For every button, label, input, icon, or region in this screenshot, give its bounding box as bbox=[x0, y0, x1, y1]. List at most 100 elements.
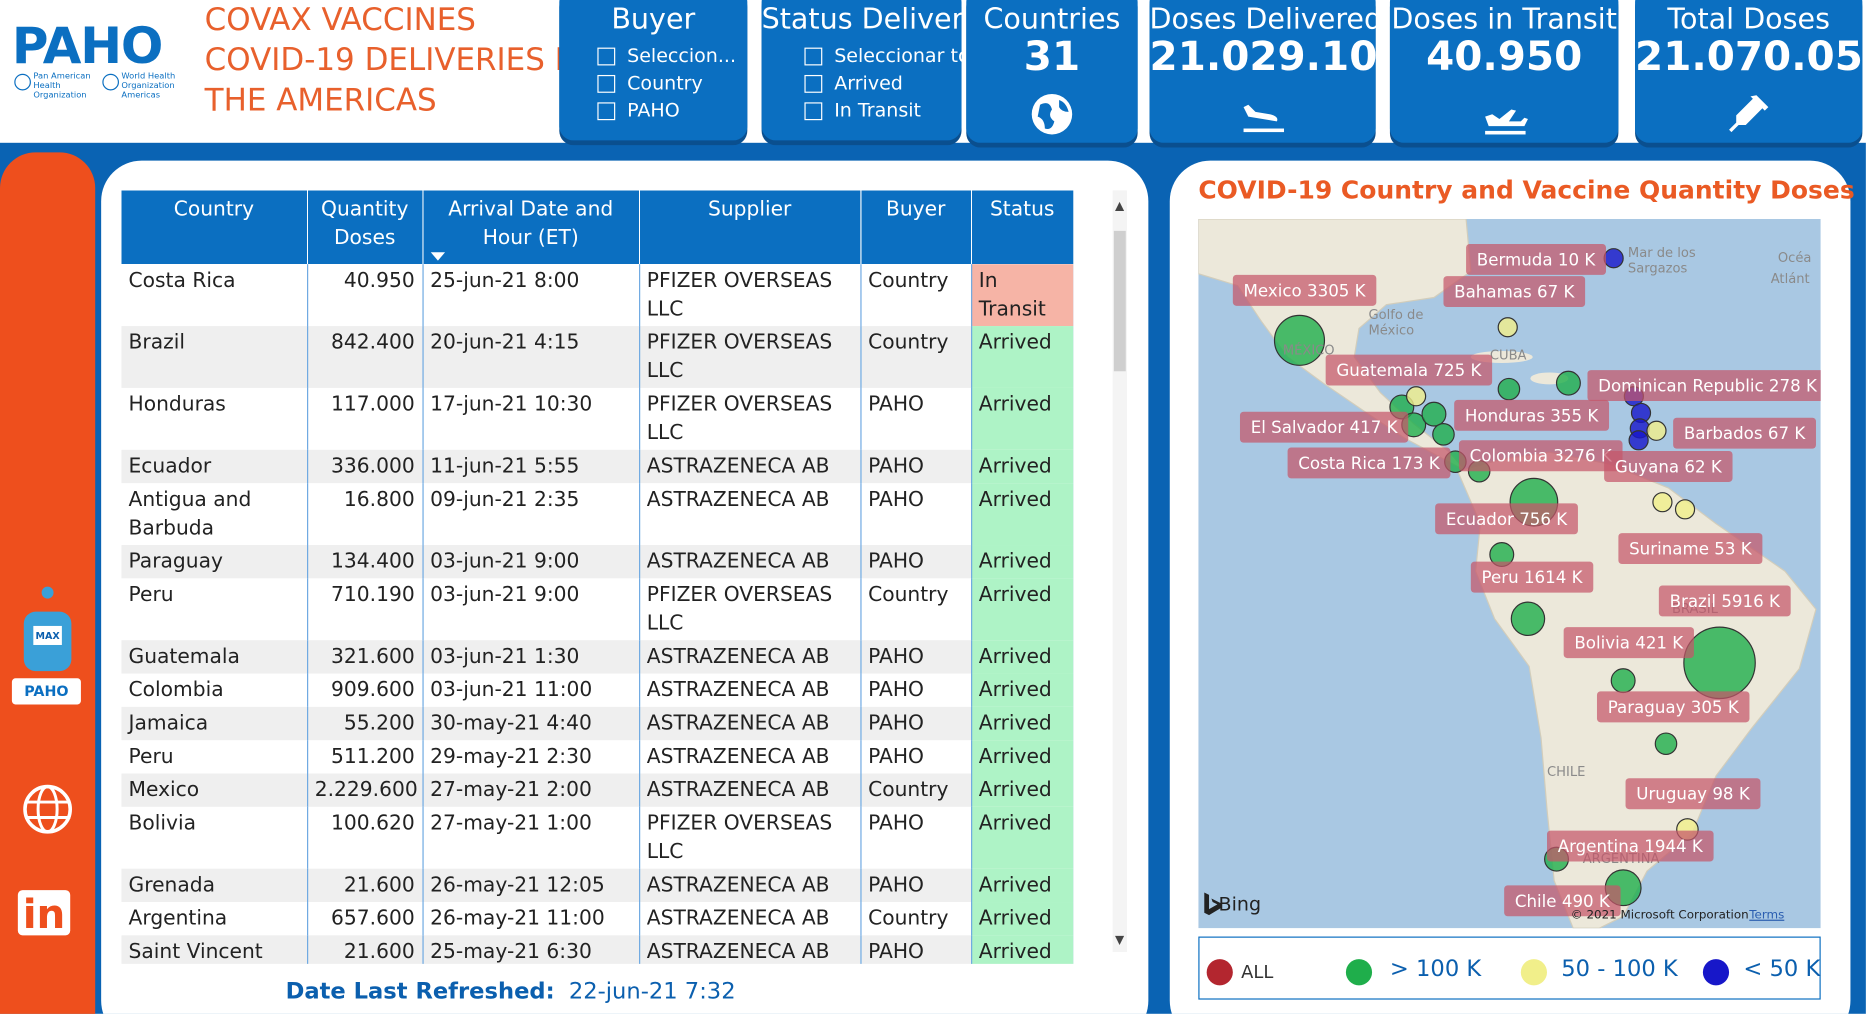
bubble[interactable] bbox=[1497, 377, 1521, 401]
table-cell: ASTRAZENECA AB bbox=[639, 640, 861, 674]
table-cell: 134.400 bbox=[307, 545, 424, 579]
table-row[interactable]: Colombia 909.600 03-jun-21 11:00 ASTRAZENEC… bbox=[121, 673, 1074, 707]
table-row[interactable]: Argentina 657.600 26-may-21 11:00 ASTRAZENE… bbox=[121, 902, 1074, 936]
bubble-label-bg bbox=[1625, 778, 1761, 810]
table-cell: PFIZER OVERSEAS LLC bbox=[639, 578, 861, 641]
globe-link[interactable] bbox=[23, 784, 72, 834]
table-row[interactable]: Grenada 21.600 26-may-21 12:05 ASTRAZENECA … bbox=[121, 868, 1074, 903]
scroll-down[interactable]: ▼ bbox=[1115, 934, 1125, 948]
table-row[interactable]: Paraguay 134.400 03-jun-21 9:00 ASTRAZENECA… bbox=[121, 545, 1074, 579]
slicer-title: Status Deliveries bbox=[761, 2, 1004, 36]
bubble[interactable] bbox=[1432, 423, 1455, 446]
column-header[interactable]: Quantity Doses bbox=[307, 190, 424, 265]
bubble-label-text: Paraguay 305 K bbox=[1608, 698, 1740, 717]
bubble[interactable] bbox=[1421, 401, 1447, 427]
checkbox[interactable] bbox=[804, 74, 823, 93]
column-header[interactable]: Status bbox=[971, 190, 1074, 265]
bubble[interactable] bbox=[1603, 248, 1624, 269]
table-cell: 40.950 bbox=[307, 264, 424, 327]
legend-label[interactable]: < 50 K bbox=[1743, 955, 1821, 982]
scroll-up[interactable]: ▲ bbox=[1115, 199, 1125, 214]
terms-link[interactable]: Terms bbox=[1748, 908, 1784, 922]
table-cell: PAHO bbox=[860, 806, 972, 869]
bubble-label-bg bbox=[1618, 533, 1763, 565]
table-row[interactable]: Brazil 842.400 20-jun-21 4:15 PFIZER OVERSE… bbox=[121, 326, 1074, 388]
table-cell: Arrived bbox=[971, 740, 1074, 774]
legend-dot[interactable] bbox=[1345, 959, 1373, 986]
checkbox[interactable] bbox=[597, 47, 616, 66]
kpi-value: 31 bbox=[1023, 33, 1081, 81]
table-row[interactable]: Guatemala 321.600 03-jun-21 1:30 ASTRAZENEC… bbox=[121, 640, 1074, 674]
table-cell: Argentina bbox=[121, 902, 308, 936]
table-cell: Country bbox=[860, 902, 972, 936]
bubble[interactable] bbox=[1628, 430, 1649, 451]
bubble[interactable] bbox=[1610, 668, 1636, 694]
table-row[interactable]: Peru 511.200 29-may-21 2:30 ASTRAZENECA AB P… bbox=[121, 740, 1074, 774]
column-header[interactable]: Arrival Date and Hour (ET) bbox=[422, 190, 640, 265]
robot-badge bbox=[11, 678, 81, 705]
linkedin-link[interactable]: in bbox=[17, 890, 71, 938]
bubble[interactable] bbox=[1497, 317, 1518, 338]
checkbox[interactable] bbox=[597, 102, 616, 121]
checkbox[interactable] bbox=[804, 102, 823, 121]
table-cell: 21.600 bbox=[307, 935, 424, 964]
bubble[interactable] bbox=[1405, 386, 1427, 407]
scroll-thumb[interactable] bbox=[1113, 230, 1126, 372]
bubble-label: Peru 1614 K bbox=[1470, 561, 1594, 593]
bubble-label-bg bbox=[1470, 561, 1594, 593]
table-cell: Arrived bbox=[971, 902, 1074, 936]
legend-dot[interactable] bbox=[1206, 959, 1233, 986]
table-cell: Honduras bbox=[121, 387, 308, 450]
table-cell: Grenada bbox=[121, 868, 308, 903]
bubble[interactable] bbox=[1646, 420, 1667, 441]
slicer-option[interactable]: Country bbox=[627, 71, 703, 95]
robot-screen-text: MAX bbox=[36, 631, 61, 642]
column-header[interactable]: Buyer bbox=[860, 190, 972, 265]
checkbox[interactable] bbox=[597, 74, 616, 93]
slicer-option[interactable]: Seleccion... bbox=[627, 44, 737, 67]
table-row[interactable]: Antigua and Barbuda 16.800 09-jun-21 2:35 A… bbox=[121, 483, 1074, 546]
bubble[interactable] bbox=[1674, 499, 1696, 520]
table-row[interactable]: Ecuador 336.000 11-jun-21 5:55 ASTRAZENECA … bbox=[121, 449, 1074, 484]
table-row[interactable]: Jamaica 55.200 30-may-21 4:40 ASTRAZENECA A… bbox=[121, 706, 1074, 741]
table-row[interactable]: Bolivia 100.620 27-may-21 1:00 PFIZER OVERS… bbox=[121, 806, 1074, 869]
bubble[interactable] bbox=[1683, 626, 1756, 700]
legend-label[interactable]: ALL bbox=[1241, 961, 1274, 983]
slicer-option[interactable]: In Transit bbox=[834, 98, 922, 122]
bubble[interactable] bbox=[1652, 492, 1673, 513]
table-cell: PAHO bbox=[860, 387, 972, 450]
slicer: Status Deliveries Seleccionar todo Arrived… bbox=[761, 0, 1004, 141]
slicer-option[interactable]: Arrived bbox=[834, 71, 903, 95]
table-cell: 25-may-21 6:30 bbox=[422, 935, 640, 964]
bubble[interactable] bbox=[1510, 601, 1546, 637]
table-row[interactable]: Costa Rica 40.950 25-jun-21 8:00 PFIZER OVE… bbox=[121, 264, 1074, 327]
slicer-option[interactable]: Seleccionar todo bbox=[834, 44, 994, 67]
slicer-option[interactable]: PAHO bbox=[627, 98, 680, 122]
column-header[interactable]: Country bbox=[121, 190, 308, 265]
bubble[interactable] bbox=[1654, 732, 1678, 756]
table-row[interactable]: Honduras 117.000 17-jun-21 10:30 PFIZER OVE… bbox=[121, 387, 1074, 450]
table-cell: ASTRAZENECA AB bbox=[639, 483, 861, 546]
table-cell: Colombia bbox=[121, 673, 308, 707]
column-header-text: Status bbox=[989, 197, 1055, 222]
scrollbar[interactable]: ▲ ▼ bbox=[1112, 190, 1127, 953]
table-cell: PAHO bbox=[860, 483, 972, 546]
place-label: México bbox=[1369, 323, 1415, 338]
bubble[interactable] bbox=[1555, 370, 1581, 396]
sidebar-icons: MAX PAHO in bbox=[11, 586, 81, 938]
column-header[interactable]: Supplier bbox=[639, 190, 861, 265]
bubble[interactable] bbox=[1273, 314, 1326, 366]
table-row[interactable]: Mexico 2.229.600 27-may-21 2:00 ASTRAZENECA… bbox=[121, 773, 1074, 807]
legend-dot[interactable] bbox=[1702, 959, 1730, 986]
legend-label[interactable]: 50 - 100 K bbox=[1561, 955, 1678, 982]
legend-label[interactable]: > 100 K bbox=[1389, 955, 1482, 982]
legend-dot[interactable] bbox=[1520, 959, 1548, 986]
table-row[interactable]: Peru 710.190 03-jun-21 9:00 PFIZER OVERSEAS… bbox=[121, 578, 1074, 641]
table-cell: 29-may-21 2:30 bbox=[422, 740, 640, 774]
bubble-label: Bermuda 10 K bbox=[1466, 243, 1607, 275]
checkbox[interactable] bbox=[804, 47, 823, 66]
table-cell: ASTRAZENECA AB bbox=[639, 673, 861, 707]
